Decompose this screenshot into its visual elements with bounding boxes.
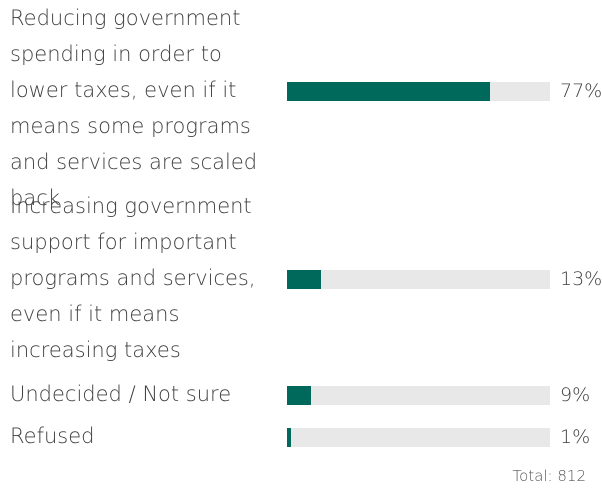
bar-track	[287, 270, 550, 289]
category-label: Refused	[10, 424, 95, 448]
category-label: Increasing government support for import…	[10, 194, 256, 362]
category-label: Undecided / Not sure	[10, 382, 232, 406]
value-label: 9%	[560, 384, 591, 406]
bar-fill	[287, 428, 291, 447]
value-label: 77%	[560, 80, 602, 102]
bar-track	[287, 82, 550, 101]
bar-track	[287, 386, 550, 405]
value-label: 1%	[560, 426, 591, 448]
bar-row: Reducing government spending in order to…	[0, 0, 602, 210]
bar-row: Undecided / Not sure 9%	[0, 376, 602, 412]
bar-fill	[287, 82, 490, 101]
value-label: 13%	[560, 268, 602, 290]
bar-track	[287, 428, 550, 447]
bar-fill	[287, 270, 322, 289]
category-label: Reducing government spending in order to…	[10, 6, 258, 210]
total-footnote: Total: 812	[512, 467, 586, 485]
bar-fill	[287, 386, 311, 405]
bar-row: Refused 1%	[0, 418, 602, 454]
bar-row: Increasing government support for import…	[0, 188, 602, 368]
